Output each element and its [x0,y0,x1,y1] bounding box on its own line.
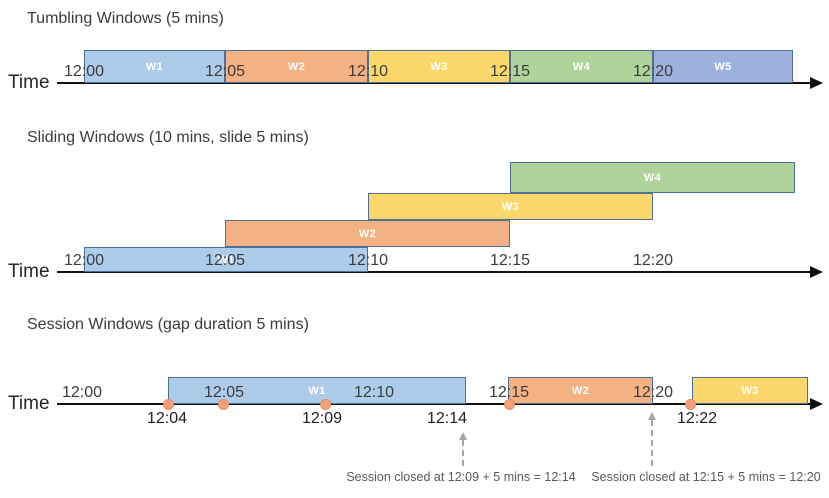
window-w5: W5 [653,50,793,83]
axis-tick-label: 12:15 [489,252,531,269]
axis-tick-label: 12:10 [347,252,389,269]
window-label: W1 [145,60,164,73]
axis-tick-label: 12:05 [204,252,246,269]
time-axis-line [57,271,810,273]
diagram-title: Tumbling Windows (5 mins) [27,10,224,27]
time-axis-label: Time [8,72,50,93]
window-w2: W2 [508,377,653,404]
diagram-title: Sliding Windows (10 mins, slide 5 mins) [27,129,309,146]
session-close-arrow-line [462,440,464,466]
window-label: W3 [430,60,448,73]
session-close-annotation: Session closed at 12:15 + 5 mins = 12:20 [591,470,821,484]
axis-tick-label: 12:05 [204,63,246,80]
session-close-annotation: Session closed at 12:09 + 5 mins = 12:14 [346,470,576,484]
event-time-label: 12:22 [676,410,718,427]
time-axis-label: Time [8,261,50,282]
diagram-title: Session Windows (gap duration 5 mins) [27,316,309,333]
time-axis-label: Time [8,393,50,414]
window-label: W2 [571,384,590,397]
axis-tick-label: 12:20 [632,252,674,269]
event-time-label: 12:09 [301,410,343,427]
window-label: W3 [501,200,520,213]
axis-tick-label: 12:15 [488,384,530,401]
window-w1: W1 [84,247,368,272]
event-time-label: 12:04 [146,410,188,427]
window-label: W4 [572,60,591,73]
window-label: W4 [643,171,662,184]
time-axis-line [57,403,810,405]
axis-tick-label: 12:00 [63,252,105,269]
window-label: W5 [714,60,732,73]
window-w3: W3 [368,193,653,220]
window-w3: W3 [692,377,808,404]
up-arrowhead-icon [647,412,656,420]
window-w1: W1 [84,50,225,83]
window-label: W2 [287,60,306,73]
axis-tick-label: 12:10 [347,63,389,80]
window-w2: W2 [225,220,510,247]
axis-tick-label: 12:10 [353,384,395,401]
window-label: W2 [358,227,377,240]
event-dot [217,399,229,410]
axis-arrowhead-icon [810,77,823,89]
axis-arrowhead-icon [810,266,823,278]
axis-tick-label: 12:20 [632,384,674,401]
session-close-arrow-line [651,420,653,466]
window-w4: W4 [510,162,795,193]
event-dot [319,399,331,410]
axis-tick-label: 12:20 [632,63,674,80]
window-label: W3 [741,384,759,397]
axis-tick-label: 12:05 [203,384,245,401]
axis-arrowhead-icon [810,398,823,410]
window-w3: W3 [368,50,510,83]
window-w2: W2 [225,50,368,83]
event-time-label: 12:14 [426,410,468,427]
window-label: W1 [308,384,326,397]
event-dot [503,399,515,410]
window-label: W1 [217,253,235,266]
event-dot [162,399,174,410]
window-w1: W1 [168,377,466,404]
up-arrowhead-icon [458,432,467,440]
window-w4: W4 [510,50,653,83]
axis-tick-label: 12:15 [489,63,531,80]
event-dot [684,399,696,410]
axis-tick-label: 12:00 [61,384,103,401]
time-axis-line [57,82,810,84]
axis-tick-label: 12:00 [63,63,105,80]
